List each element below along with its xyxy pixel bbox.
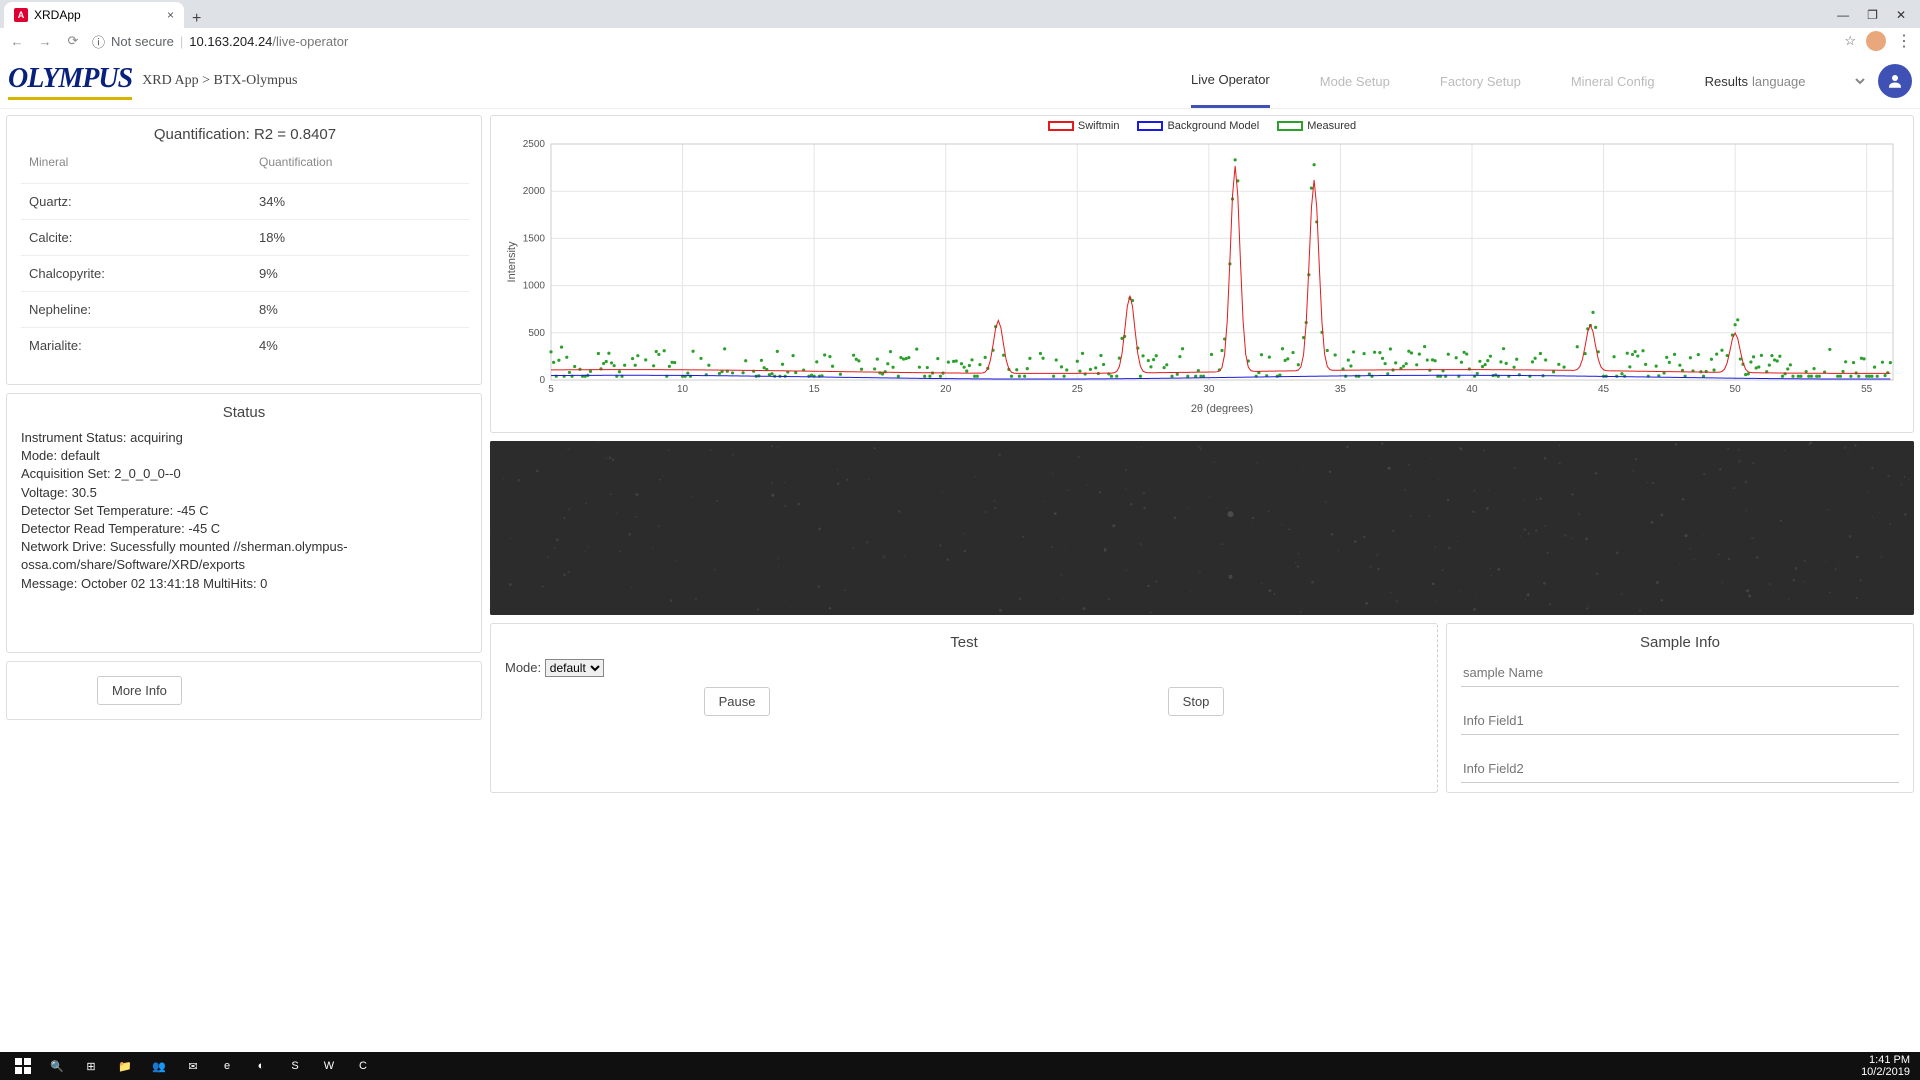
pause-button[interactable]: Pause bbox=[704, 687, 771, 716]
more-info-button[interactable]: More Info bbox=[97, 676, 182, 705]
table-row: Chalcopyrite:9% bbox=[21, 255, 469, 291]
language-select[interactable]: language bbox=[1748, 73, 1868, 90]
detector-image-panel bbox=[490, 441, 1914, 615]
nav-tab-results[interactable]: Results bbox=[1705, 54, 1748, 108]
nav-tabs: Live Operator Mode Setup Factory Setup Mine… bbox=[1191, 54, 1748, 108]
tab-title: XRDApp bbox=[34, 8, 81, 22]
col-mineral: Mineral bbox=[29, 155, 259, 169]
table-row: Calcite:18% bbox=[21, 219, 469, 255]
svg-text:1000: 1000 bbox=[523, 281, 546, 292]
svg-text:40: 40 bbox=[1466, 384, 1478, 395]
legend-item: Swiftmin bbox=[1048, 120, 1120, 132]
new-tab-button[interactable]: + bbox=[184, 10, 209, 28]
xrd-chart: 5 10 15 20 25 30 35 40 45 50 55 0 500 1000 1500 2000 250… bbox=[501, 134, 1903, 414]
app-header: OLYMPUS XRD App > BTX-Olympus Live Opera… bbox=[0, 54, 1920, 109]
url-path: /live-operator bbox=[272, 34, 348, 49]
windows-taskbar: 🔍 ⊞ 📁 👥 ✉ e ◐ S W C 1:41 PM 10/2/2019 bbox=[0, 1052, 1920, 1080]
info-field2-input[interactable] bbox=[1461, 755, 1899, 783]
svg-text:500: 500 bbox=[528, 328, 545, 339]
info-field1-input[interactable] bbox=[1461, 707, 1899, 735]
word-icon[interactable]: W bbox=[312, 1054, 346, 1078]
tab-close-icon[interactable]: × bbox=[167, 8, 174, 22]
start-button[interactable] bbox=[6, 1054, 40, 1078]
nav-tab-factory-setup[interactable]: Factory Setup bbox=[1440, 54, 1521, 108]
tab-bar: A XRDApp × + — ❐ ✕ bbox=[0, 0, 1920, 28]
status-body: Instrument Status: acquiring Mode: defau… bbox=[21, 429, 467, 593]
stop-button[interactable]: Stop bbox=[1168, 687, 1225, 716]
clock-time: 1:41 PM bbox=[1861, 1054, 1910, 1066]
teams-icon[interactable]: 👥 bbox=[142, 1054, 176, 1078]
legend-item: Measured bbox=[1277, 120, 1356, 132]
svg-text:20: 20 bbox=[940, 384, 952, 395]
svg-text:30: 30 bbox=[1203, 384, 1215, 395]
status-title: Status bbox=[21, 404, 467, 421]
svg-text:2000: 2000 bbox=[523, 186, 546, 197]
task-view-icon[interactable]: ⊞ bbox=[74, 1054, 108, 1078]
test-panel: Test Mode: default Pause Stop bbox=[490, 623, 1438, 793]
status-panel: Status Instrument Status: acquiring Mode… bbox=[6, 393, 482, 653]
camtasia-icon[interactable]: C bbox=[346, 1054, 380, 1078]
mode-select[interactable]: default bbox=[545, 659, 604, 677]
browser-toolbar: ← → ⟳ ⓘ Not secure | 10.163.204.24/live-… bbox=[0, 28, 1920, 54]
mode-label: Mode: bbox=[505, 660, 541, 675]
bookmark-icon[interactable]: ☆ bbox=[1844, 33, 1856, 49]
svg-text:55: 55 bbox=[1861, 384, 1873, 395]
menu-icon[interactable]: ⋮ bbox=[1896, 31, 1912, 51]
nav-tab-live-operator[interactable]: Live Operator bbox=[1191, 54, 1270, 108]
table-row: Quartz:34% bbox=[21, 183, 469, 219]
skype-icon[interactable]: S bbox=[278, 1054, 312, 1078]
svg-text:5: 5 bbox=[548, 384, 554, 395]
svg-text:50: 50 bbox=[1730, 384, 1742, 395]
svg-text:2θ (degrees): 2θ (degrees) bbox=[1191, 403, 1253, 414]
url-host: 10.163.204.24 bbox=[189, 34, 272, 49]
olympus-logo: OLYMPUS bbox=[8, 63, 132, 100]
test-title: Test bbox=[505, 634, 1423, 651]
svg-text:2500: 2500 bbox=[523, 139, 546, 150]
outlook-icon[interactable]: ✉ bbox=[176, 1054, 210, 1078]
close-icon[interactable]: ✕ bbox=[1896, 8, 1906, 22]
profile-avatar[interactable] bbox=[1866, 31, 1886, 51]
maximize-icon[interactable]: ❐ bbox=[1867, 8, 1878, 22]
file-explorer-icon[interactable]: 📁 bbox=[108, 1054, 142, 1078]
clock-date: 10/2/2019 bbox=[1861, 1066, 1910, 1078]
svg-text:25: 25 bbox=[1072, 384, 1084, 395]
user-avatar-button[interactable] bbox=[1878, 64, 1912, 98]
search-icon[interactable]: 🔍 bbox=[40, 1054, 74, 1078]
svg-text:35: 35 bbox=[1335, 384, 1347, 395]
reload-button[interactable]: ⟳ bbox=[64, 32, 82, 50]
angular-favicon: A bbox=[14, 8, 28, 22]
table-row: Nepheline:8% bbox=[21, 291, 469, 327]
breadcrumb: XRD App > BTX-Olympus bbox=[142, 73, 297, 89]
nav-tab-mode-setup[interactable]: Mode Setup bbox=[1320, 54, 1390, 108]
nav-tab-mineral-config[interactable]: Mineral Config bbox=[1571, 54, 1655, 108]
svg-text:15: 15 bbox=[809, 384, 821, 395]
table-row: Marialite:4% bbox=[21, 327, 469, 363]
svg-text:1500: 1500 bbox=[523, 233, 546, 244]
col-quant: Quantification bbox=[259, 155, 332, 169]
sample-name-input[interactable] bbox=[1461, 659, 1899, 687]
svg-text:10: 10 bbox=[677, 384, 689, 395]
ie-icon[interactable]: e bbox=[210, 1054, 244, 1078]
browser-chrome: A XRDApp × + — ❐ ✕ ← → ⟳ ⓘ Not secure | … bbox=[0, 0, 1920, 54]
chrome-icon[interactable]: ◐ bbox=[244, 1054, 278, 1078]
address-bar[interactable]: ⓘ Not secure | 10.163.204.24/live-operat… bbox=[92, 32, 1834, 51]
more-info-panel: More Info bbox=[6, 661, 482, 720]
sample-info-panel: Sample Info bbox=[1446, 623, 1914, 793]
svg-text:45: 45 bbox=[1598, 384, 1610, 395]
chart-legend: Swiftmin Background Model Measured bbox=[501, 120, 1903, 132]
security-status: Not secure bbox=[111, 34, 174, 49]
sample-info-title: Sample Info bbox=[1461, 634, 1899, 651]
legend-item: Background Model bbox=[1137, 120, 1259, 132]
browser-tab[interactable]: A XRDApp × bbox=[4, 2, 184, 28]
forward-button[interactable]: → bbox=[36, 32, 54, 50]
chart-panel: Swiftmin Background Model Measured 5 10 15 20… bbox=[490, 115, 1914, 433]
info-icon: ⓘ bbox=[92, 32, 105, 51]
system-tray[interactable]: 1:41 PM 10/2/2019 bbox=[1861, 1054, 1914, 1078]
quantification-panel: Quantification: R2 = 0.8407 Mineral Quan… bbox=[6, 115, 482, 385]
svg-text:0: 0 bbox=[539, 375, 545, 386]
quantification-title: Quantification: R2 = 0.8407 bbox=[21, 126, 469, 143]
back-button[interactable]: ← bbox=[8, 32, 26, 50]
svg-text:Intensity: Intensity bbox=[506, 241, 518, 282]
minimize-icon[interactable]: — bbox=[1837, 8, 1849, 22]
